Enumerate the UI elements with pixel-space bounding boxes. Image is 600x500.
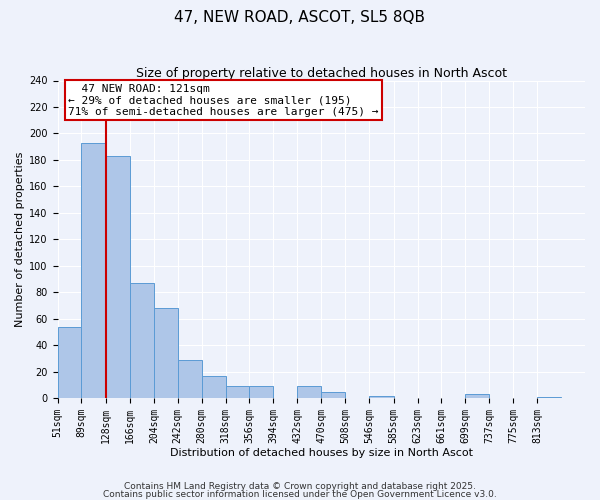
Bar [250,386,274,398]
Bar [537,397,561,398]
Bar [106,156,130,398]
Text: Contains public sector information licensed under the Open Government Licence v3: Contains public sector information licen… [103,490,497,499]
Bar [130,283,154,399]
Bar [226,386,250,398]
Bar [154,308,178,398]
X-axis label: Distribution of detached houses by size in North Ascot: Distribution of detached houses by size … [170,448,473,458]
Bar [466,394,490,398]
Bar [82,142,106,398]
Bar [298,386,321,398]
Bar [58,327,82,398]
Text: Contains HM Land Registry data © Crown copyright and database right 2025.: Contains HM Land Registry data © Crown c… [124,482,476,491]
Y-axis label: Number of detached properties: Number of detached properties [15,152,25,327]
Bar [202,376,226,398]
Text: 47 NEW ROAD: 121sqm
← 29% of detached houses are smaller (195)
71% of semi-detac: 47 NEW ROAD: 121sqm ← 29% of detached ho… [68,84,379,117]
Bar [369,396,394,398]
Bar [178,360,202,399]
Bar [321,392,345,398]
Title: Size of property relative to detached houses in North Ascot: Size of property relative to detached ho… [136,68,507,80]
Text: 47, NEW ROAD, ASCOT, SL5 8QB: 47, NEW ROAD, ASCOT, SL5 8QB [175,10,425,25]
